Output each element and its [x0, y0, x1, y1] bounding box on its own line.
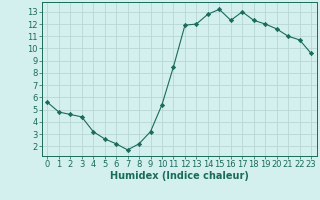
X-axis label: Humidex (Indice chaleur): Humidex (Indice chaleur): [110, 171, 249, 181]
